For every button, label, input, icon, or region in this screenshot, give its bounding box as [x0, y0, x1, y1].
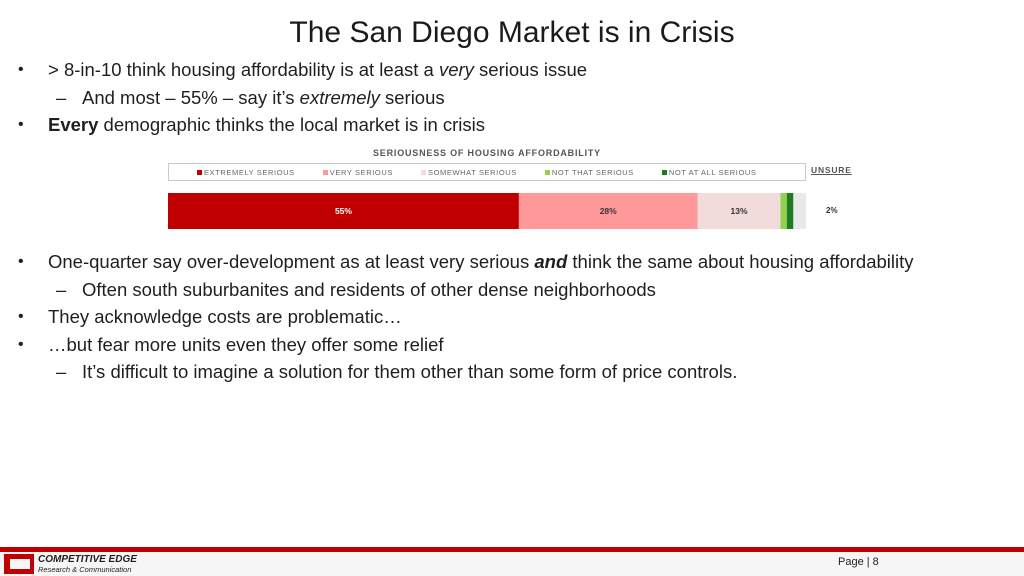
bar-data-label: 55% — [335, 206, 352, 216]
bullet-text: Often south suburbanites and residents o… — [82, 278, 656, 300]
bullet-marker: • — [18, 116, 24, 133]
page-number: Page | 8 — [838, 556, 879, 568]
legend-swatch — [197, 169, 202, 175]
legend-item: NOT AT ALL SERIOUS — [661, 167, 757, 177]
bar-data-label: 28% — [600, 206, 617, 216]
dash-marker: – — [56, 86, 67, 108]
bar-segment-not-that-serious — [780, 193, 787, 229]
bar-data-label: 13% — [731, 206, 748, 216]
company-logo: COMPETITIVE EDGE Research & Communicatio… — [4, 553, 137, 575]
bullet-item: • They acknowledge costs are problematic… — [18, 303, 1008, 331]
bullet-emphasis: extremely — [299, 86, 380, 108]
legend-label: NOT THAT SERIOUS — [551, 167, 634, 177]
affordability-chart: SERIOUSNESS OF HOUSING AFFORDABILITY EXT… — [168, 148, 868, 234]
legend-item: VERY SERIOUS — [322, 167, 393, 177]
legend-swatch — [544, 169, 550, 175]
stacked-bar: 55% 28% 13% — [168, 193, 794, 229]
bottom-bullet-list: • One-quarter say over-development as at… — [18, 248, 1008, 386]
bullet-text: And most – 55% – say it’s — [82, 86, 300, 108]
bullet-emphasis: and — [534, 251, 568, 272]
footer-bar — [0, 552, 1024, 576]
bullet-item: • > 8-in-10 think housing affordability … — [18, 56, 1008, 84]
legend-swatch — [322, 169, 328, 175]
unsure-header: UNSURE — [811, 165, 852, 175]
logo-tagline: Research & Communication — [38, 564, 132, 574]
logo-mark-icon — [4, 554, 34, 574]
legend-item: SOMEWHAT SERIOUS — [420, 167, 517, 177]
logo-wordmark: COMPETITIVE EDGE — [38, 553, 137, 565]
dash-marker: – — [56, 278, 67, 300]
footer-accent-line — [0, 547, 1024, 552]
bullet-strong: Every — [48, 114, 99, 135]
dash-marker: – — [56, 361, 67, 382]
legend-item: NOT THAT SERIOUS — [544, 167, 634, 177]
legend-swatch — [420, 169, 426, 175]
bullet-marker: • — [18, 335, 24, 353]
bar-segment-very-serious — [518, 193, 698, 229]
bullet-text: One-quarter say over-development as at l… — [48, 251, 535, 272]
sub-bullet-item: – And most – 55% – say it’s extremely se… — [18, 84, 1008, 112]
bullet-text: think the same about housing affordabili… — [567, 251, 914, 272]
legend-label: VERY SERIOUS — [329, 167, 393, 177]
bullet-text: …but fear more units even they offer som… — [48, 333, 444, 355]
sub-bullet-item: – Often south suburbanites and residents… — [18, 276, 1008, 304]
bullet-text: It’s difficult to imagine a solution for… — [82, 361, 738, 382]
bar-segment-somewhat-serious — [697, 193, 781, 229]
bullet-text: serious — [379, 86, 445, 108]
chart-title: SERIOUSNESS OF HOUSING AFFORDABILITY — [373, 148, 601, 158]
legend-label: SOMEWHAT SERIOUS — [427, 167, 517, 177]
sub-bullet-item: – It’s difficult to imagine a solution f… — [18, 358, 1008, 386]
legend-item: EXTREMELY SERIOUS — [197, 168, 295, 177]
bar-segment-not-at-all-serious — [786, 193, 794, 229]
top-bullet-list: • > 8-in-10 think housing affordability … — [18, 56, 1008, 139]
bullet-text: They acknowledge costs are problematic… — [48, 306, 402, 327]
chart-legend: EXTREMELY SERIOUS VERY SERIOUS SOMEWHAT … — [168, 163, 806, 181]
legend-label: EXTREMELY SERIOUS — [204, 167, 295, 177]
bullet-text: serious issue — [473, 59, 588, 80]
legend-label: NOT AT ALL SERIOUS — [668, 167, 757, 177]
bullet-marker: • — [18, 308, 24, 325]
legend-swatch — [661, 169, 667, 175]
bullet-text: > 8-in-10 think housing affordability is… — [48, 59, 439, 80]
bullet-item: • …but fear more units even they offer s… — [18, 331, 1008, 359]
bullet-marker: • — [18, 253, 24, 270]
unsure-value: 2% — [826, 206, 838, 215]
bullet-text: demographic thinks the local market is i… — [98, 114, 486, 135]
bullet-item: • Every demographic thinks the local mar… — [18, 111, 1008, 139]
slide-title: The San Diego Market is in Crisis — [289, 16, 735, 49]
bullet-item: • One-quarter say over-development as at… — [18, 248, 1008, 276]
bullet-emphasis: very — [438, 59, 474, 80]
bullet-marker: • — [18, 61, 24, 78]
bar-segment-extremely-serious — [168, 193, 519, 229]
